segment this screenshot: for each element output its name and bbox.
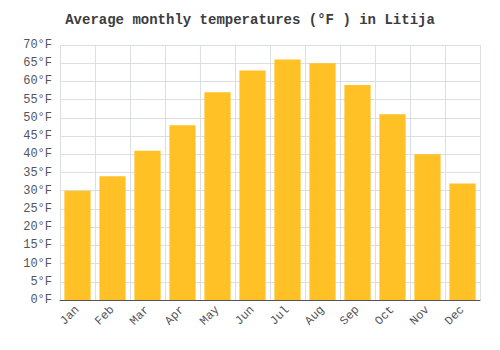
svg-text:25°F: 25°F <box>23 202 52 216</box>
svg-text:55°F: 55°F <box>23 93 52 107</box>
svg-text:Apr: Apr <box>162 303 187 328</box>
svg-text:5°F: 5°F <box>30 275 52 289</box>
svg-text:Jan: Jan <box>57 303 82 328</box>
svg-text:Feb: Feb <box>92 303 117 328</box>
svg-text:50°F: 50°F <box>23 111 52 125</box>
svg-text:40°F: 40°F <box>23 147 52 161</box>
svg-text:60°F: 60°F <box>23 74 52 88</box>
svg-text:0°F: 0°F <box>30 293 52 307</box>
svg-text:May: May <box>197 303 222 328</box>
svg-text:15°F: 15°F <box>23 238 52 252</box>
svg-text:35°F: 35°F <box>23 166 52 180</box>
svg-text:30°F: 30°F <box>23 184 52 198</box>
svg-text:Mar: Mar <box>127 303 152 328</box>
svg-text:20°F: 20°F <box>23 220 52 234</box>
svg-text:Nov: Nov <box>407 303 432 328</box>
svg-text:Aug: Aug <box>302 303 327 328</box>
svg-text:Jun: Jun <box>232 303 257 328</box>
svg-text:Oct: Oct <box>372 303 397 328</box>
svg-text:Average monthly temperatures (: Average monthly temperatures (°F ) in Li… <box>65 12 435 28</box>
svg-text:Sep: Sep <box>337 303 362 328</box>
svg-text:65°F: 65°F <box>23 56 52 70</box>
svg-text:10°F: 10°F <box>23 257 52 271</box>
svg-text:Dec: Dec <box>442 303 467 328</box>
svg-text:Jul: Jul <box>267 303 292 328</box>
svg-text:70°F: 70°F <box>23 38 52 52</box>
svg-text:45°F: 45°F <box>23 129 52 143</box>
